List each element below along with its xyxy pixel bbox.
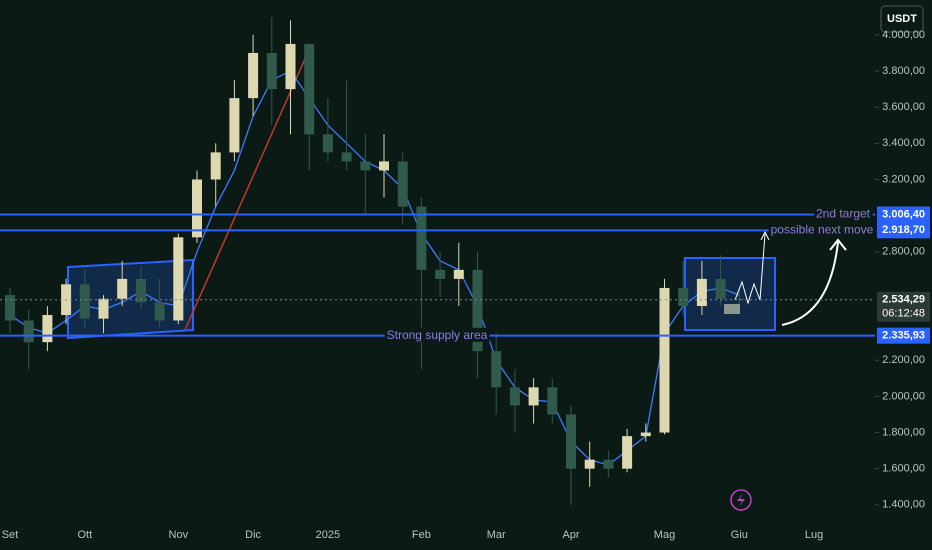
y-tick-label: 3.800,00 bbox=[882, 65, 925, 77]
candle-body bbox=[322, 134, 333, 153]
candle-body bbox=[229, 98, 240, 153]
currency-label[interactable]: USDT bbox=[887, 13, 917, 25]
x-tick-label: Dic bbox=[245, 529, 261, 541]
candle-body bbox=[622, 436, 633, 469]
level-price: 2.335,93 bbox=[882, 330, 925, 342]
zigzag bbox=[734, 233, 766, 305]
y-tick-label: 1.400,00 bbox=[882, 499, 925, 511]
y-tick-label: 2.800,00 bbox=[882, 246, 925, 258]
candle-body bbox=[117, 278, 128, 299]
candle-body bbox=[640, 432, 651, 437]
y-tick-label: 1.600,00 bbox=[882, 463, 925, 475]
candle-body bbox=[566, 414, 576, 469]
level-text-bg bbox=[813, 206, 873, 221]
series-layer bbox=[5, 16, 879, 506]
currency-button[interactable] bbox=[880, 5, 924, 33]
candle-body bbox=[210, 152, 221, 180]
x-tick-label: Nov bbox=[169, 529, 189, 541]
trend-line bbox=[184, 51, 309, 331]
moving-average bbox=[9, 70, 740, 466]
last-price-box bbox=[877, 291, 930, 322]
x-tick-label: Feb bbox=[412, 529, 431, 541]
candle-body bbox=[248, 52, 259, 99]
y-tick-label: 1.800,00 bbox=[882, 426, 925, 438]
annotations bbox=[724, 230, 847, 511]
projection-head bbox=[829, 238, 847, 251]
candle-body bbox=[453, 269, 464, 279]
candle-body bbox=[360, 161, 371, 171]
x-tick-label: Apr bbox=[562, 529, 579, 541]
candle-body bbox=[192, 179, 202, 238]
y-tick-label: 2.000,00 bbox=[882, 390, 925, 402]
level-text: Strong supply area bbox=[387, 328, 488, 342]
candle-body bbox=[528, 387, 539, 406]
x-tick-label: Ott bbox=[77, 529, 92, 541]
candle-body bbox=[154, 302, 165, 321]
countdown: 06:12:48 bbox=[882, 308, 925, 320]
candle-body bbox=[603, 459, 614, 469]
candle-body bbox=[696, 278, 707, 307]
candle-body bbox=[472, 269, 483, 352]
level-text-bg bbox=[384, 327, 490, 342]
y-tick-label: 3.400,00 bbox=[882, 137, 925, 149]
x-tick-label: Mag bbox=[654, 529, 675, 541]
x-tick-label: 2025 bbox=[316, 529, 340, 541]
candle-body bbox=[98, 298, 109, 319]
projection-arrow bbox=[781, 241, 839, 326]
marker bbox=[724, 304, 740, 314]
lightning bbox=[737, 493, 745, 507]
candle-body bbox=[659, 287, 670, 433]
x-tick-label: Lug bbox=[805, 529, 823, 541]
candle-body bbox=[584, 459, 595, 469]
candle-body bbox=[285, 43, 296, 90]
candle-body bbox=[435, 269, 446, 279]
y-tick-label: 4.000,00 bbox=[882, 29, 925, 41]
level-price: 2.918,70 bbox=[882, 224, 925, 236]
candle-body bbox=[266, 52, 277, 90]
candle-body bbox=[678, 287, 689, 307]
level-text-bg bbox=[768, 222, 876, 237]
candle-body bbox=[509, 387, 520, 406]
candle-body bbox=[42, 315, 53, 343]
candle-body bbox=[135, 278, 146, 303]
candle-body bbox=[416, 206, 427, 270]
level-text: possible next move bbox=[771, 222, 874, 236]
candle-body bbox=[715, 278, 726, 299]
candle-body bbox=[547, 387, 558, 415]
candle-body bbox=[173, 237, 184, 321]
x-tick-label: Mar bbox=[487, 529, 506, 541]
x-tick-label: Giu bbox=[731, 529, 748, 541]
arrow-head bbox=[760, 230, 770, 241]
candle-body bbox=[5, 295, 15, 321]
candle-body bbox=[23, 320, 34, 343]
candle-body bbox=[379, 161, 389, 171]
candle-body bbox=[397, 161, 408, 207]
level-text: 2nd target bbox=[816, 207, 871, 221]
candle-body bbox=[304, 43, 315, 135]
x-tick-label: Set bbox=[2, 529, 19, 541]
y-tick-label: 2.200,00 bbox=[882, 354, 925, 366]
level-price-box bbox=[877, 327, 930, 344]
candle-body bbox=[734, 298, 745, 300]
level-price-box bbox=[877, 222, 930, 239]
y-tick-label: 3.600,00 bbox=[882, 101, 925, 113]
last-price: 2.534,29 bbox=[882, 294, 925, 306]
level-price: 3.006,40 bbox=[882, 208, 925, 220]
level-price-box bbox=[877, 206, 930, 223]
candle-body bbox=[79, 284, 90, 319]
candle-body bbox=[491, 351, 502, 388]
candle-body bbox=[341, 152, 352, 162]
y-tick-label: 3.200,00 bbox=[882, 173, 925, 185]
lightning-icon[interactable] bbox=[730, 489, 752, 511]
